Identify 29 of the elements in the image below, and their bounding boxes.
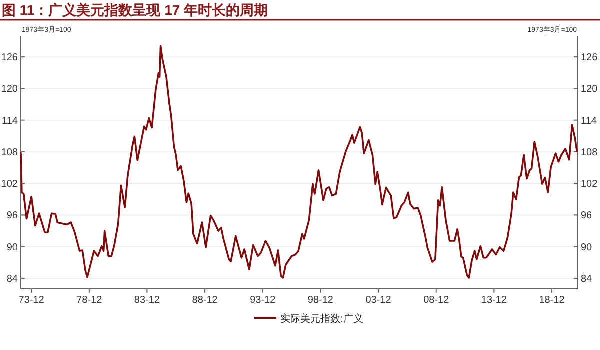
y-tick-label: 114 bbox=[2, 116, 18, 127]
x-tick-label: 73-12 bbox=[18, 295, 45, 306]
y2-tick-label: 84 bbox=[581, 274, 593, 285]
x-tick-label: 18-12 bbox=[539, 295, 566, 306]
x-tick-label: 88-12 bbox=[192, 295, 218, 306]
y2-tick-label: 102 bbox=[581, 179, 598, 190]
chart-title: 图 11：广义美元指数呈现 17 年时长的周期 bbox=[2, 2, 268, 18]
x-tick-label: 98-12 bbox=[308, 295, 334, 306]
line-series bbox=[20, 45, 578, 279]
x-tick-label: 93-12 bbox=[250, 295, 276, 306]
y-tick-label: 126 bbox=[1, 52, 18, 64]
y2-tick-label: 108 bbox=[581, 147, 598, 158]
x-tick-label: 83-12 bbox=[134, 295, 160, 306]
y2-tick-label: 120 bbox=[581, 84, 598, 96]
y-tick-label: 90 bbox=[6, 242, 18, 254]
y2-tick-label: 114 bbox=[581, 116, 598, 127]
x-tick-label: 78-12 bbox=[76, 295, 103, 306]
x-tick-label: 08-12 bbox=[424, 295, 450, 306]
y-tick-label: 84 bbox=[6, 274, 18, 285]
y-tick-label: 102 bbox=[1, 179, 18, 190]
y-tick-label: 96 bbox=[6, 210, 18, 222]
x-tick-label: 03-12 bbox=[366, 295, 392, 306]
y2-tick-label: 96 bbox=[581, 210, 593, 222]
legend-label: 实际美元指数:广义 bbox=[280, 313, 364, 325]
y-tick-label: 108 bbox=[1, 147, 18, 158]
y-tick-label: 120 bbox=[1, 84, 18, 96]
x-tick-label: 13-12 bbox=[481, 295, 508, 306]
y2-tick-label: 126 bbox=[581, 52, 598, 64]
y2-tick-label: 90 bbox=[581, 242, 593, 254]
